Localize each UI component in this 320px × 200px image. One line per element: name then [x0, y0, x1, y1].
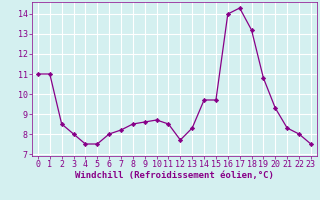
X-axis label: Windchill (Refroidissement éolien,°C): Windchill (Refroidissement éolien,°C)	[75, 171, 274, 180]
